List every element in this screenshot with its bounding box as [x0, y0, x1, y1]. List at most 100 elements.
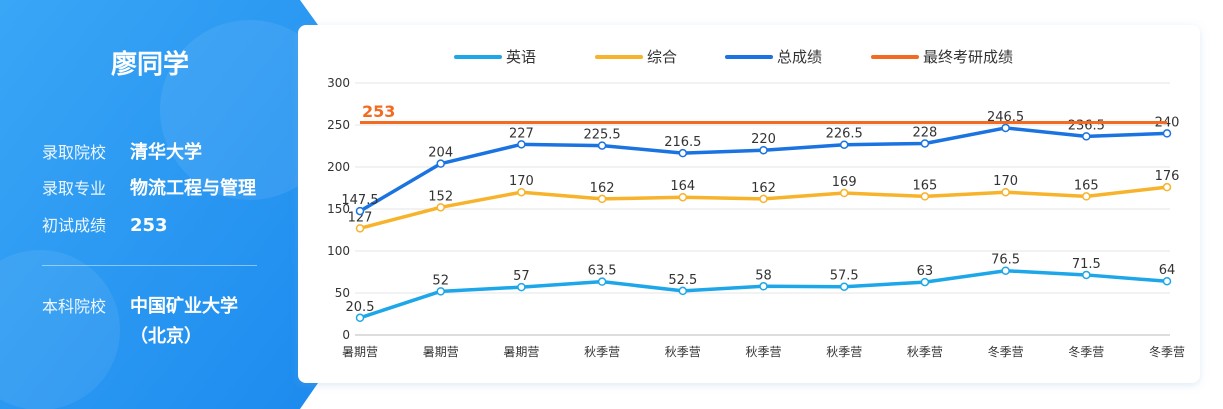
- data-point: [517, 282, 526, 292]
- data-point: [517, 140, 526, 149]
- row-label: 录取院校: [42, 143, 107, 162]
- reference-label: 253: [362, 102, 395, 121]
- data-label: 169: [832, 175, 857, 190]
- y-tick-label: 150: [327, 202, 350, 216]
- data-label: 216.5: [664, 135, 701, 150]
- data-point: [1082, 132, 1091, 141]
- y-tick-label: 250: [327, 118, 350, 132]
- data-point: [517, 187, 526, 197]
- data-point: [1162, 276, 1172, 286]
- data-point: [920, 192, 930, 201]
- data-point: [678, 192, 688, 202]
- row-label: 本科院校: [42, 297, 107, 316]
- data-label: 71.5: [1072, 257, 1101, 272]
- profile-row: 录取专业 物流工程与管理: [42, 177, 270, 204]
- data-point: [678, 286, 688, 296]
- data-label: 152: [428, 189, 453, 204]
- row-value: 清华大学: [130, 142, 202, 163]
- data-point: [436, 159, 445, 168]
- profile-row: 本科院校 中国矿业大学（北京）: [42, 295, 270, 352]
- x-tick-label: 暑期营: [342, 345, 378, 359]
- legend-label: 综合: [647, 48, 677, 66]
- data-label: 165: [912, 178, 937, 193]
- data-label: 20.5: [346, 300, 375, 315]
- data-label: 204: [428, 146, 453, 161]
- data-label: 170: [993, 174, 1018, 189]
- x-tick-label: 暑期营: [423, 345, 459, 359]
- divider: [42, 265, 257, 266]
- data-label: 147.5: [341, 193, 378, 208]
- data-point: [759, 145, 768, 155]
- data-label: 127: [348, 210, 373, 225]
- profile-panel: [0, 0, 318, 409]
- data-label: 225.5: [583, 128, 620, 143]
- row-label: 初试成绩: [42, 216, 107, 235]
- data-point: [920, 277, 930, 287]
- x-tick-label: 秋季营: [584, 345, 620, 359]
- row-label: 录取专业: [42, 179, 107, 198]
- data-point: [920, 139, 930, 148]
- decor-circle: [160, 20, 340, 200]
- data-point: [759, 282, 768, 291]
- student-name: 廖同学: [110, 50, 189, 80]
- data-point: [436, 287, 445, 296]
- y-tick-label: 0: [342, 328, 350, 342]
- profile: 廖同学 录取院校 清华大学录取专业 物流工程与管理初试成绩 253 本科院校 中国矿业大学…: [0, 0, 300, 409]
- data-point: [1001, 266, 1010, 275]
- data-label: 52.5: [668, 273, 697, 288]
- data-label: 58: [755, 268, 772, 283]
- x-tick-label: 冬季营: [988, 344, 1024, 359]
- y-tick-label: 300: [327, 76, 350, 90]
- legend-label: 英语: [506, 48, 536, 66]
- data-point: [839, 188, 849, 198]
- decor-circle: [0, 250, 120, 409]
- data-point: [1162, 129, 1172, 138]
- data-label: 63: [917, 264, 934, 279]
- data-point: [436, 203, 445, 212]
- data-point: [678, 148, 688, 158]
- data-label: 176: [1155, 169, 1180, 184]
- row-value: 中国矿业大学（北京）: [130, 296, 238, 347]
- data-label: 162: [751, 181, 776, 196]
- data-label: 76.5: [991, 253, 1020, 268]
- data-label: 52: [432, 273, 449, 288]
- data-label: 226.5: [826, 127, 863, 142]
- data-label: 236.5: [1068, 118, 1105, 133]
- data-point: [355, 206, 365, 216]
- legend-label: 总成绩: [777, 48, 822, 66]
- data-label: 228: [912, 125, 937, 140]
- data-label: 57: [513, 269, 530, 284]
- legend-label: 最终考研成绩: [923, 48, 1013, 66]
- y-tick-label: 100: [327, 244, 350, 258]
- data-label: 227: [509, 126, 534, 141]
- data-point: [839, 282, 849, 291]
- data-point: [355, 224, 365, 233]
- data-point: [839, 140, 849, 149]
- profile-row: 录取院校 清华大学: [42, 141, 270, 168]
- profile-row: 初试成绩 253: [42, 214, 270, 241]
- x-tick-label: 秋季营: [745, 345, 781, 359]
- data-point: [1082, 192, 1091, 201]
- y-tick-label: 50: [335, 286, 350, 300]
- data-point: [1162, 182, 1172, 192]
- x-tick-label: 暑期营: [503, 345, 539, 359]
- row-value: 物流工程与管理: [130, 178, 256, 199]
- data-point: [597, 141, 607, 150]
- data-label: 170: [509, 174, 534, 189]
- x-tick-label: 冬季营: [1149, 344, 1185, 359]
- data-label: 57.5: [830, 269, 859, 284]
- data-point: [597, 194, 607, 204]
- data-point: [1082, 270, 1091, 280]
- data-label: 63.5: [588, 264, 617, 279]
- x-tick-label: 秋季营: [665, 345, 701, 359]
- data-label: 165: [1074, 178, 1099, 193]
- data-label: 162: [590, 181, 615, 196]
- y-tick-label: 200: [327, 160, 350, 174]
- data-label: 220: [751, 132, 776, 147]
- data-point: [597, 277, 607, 286]
- x-tick-label: 秋季营: [907, 345, 943, 359]
- x-tick-label: 秋季营: [826, 345, 862, 359]
- data-label: 64: [1159, 263, 1176, 278]
